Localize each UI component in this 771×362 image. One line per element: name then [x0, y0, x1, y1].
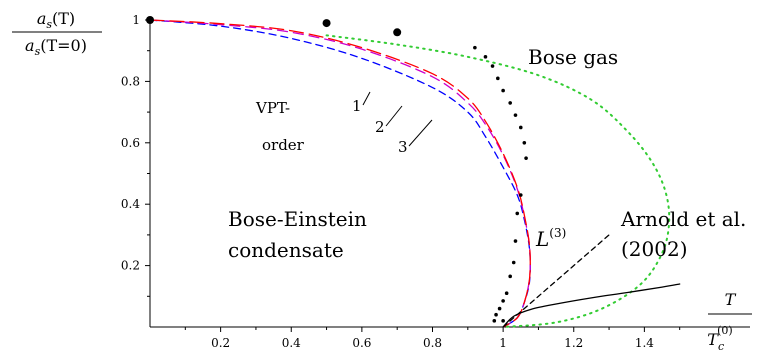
- data-point-small: [501, 299, 505, 303]
- data-point-small: [492, 319, 497, 323]
- annotation-L3-sup: (3): [549, 226, 566, 240]
- data-point-small: [473, 45, 477, 50]
- ylabel-top-arg: (T): [52, 9, 75, 28]
- annotation-L3: L(3): [535, 226, 566, 251]
- y-tick-label: 0.2: [121, 259, 140, 273]
- xlabel-top: T: [725, 290, 737, 309]
- data-point-small: [508, 274, 512, 279]
- xlabel-sub: c: [718, 340, 724, 353]
- x-tick-label: 0.2: [211, 336, 230, 350]
- data-point-small: [494, 312, 498, 317]
- ticks-layer: 0.2 0.4 0.6 0.8 1 1.2 1.4 0.2 0.4 0.6 0.8 1: [121, 13, 681, 350]
- annotation-bose-gas: Bose gas: [528, 45, 618, 69]
- series-line-5: [502, 234, 610, 328]
- data-point-small: [518, 193, 523, 197]
- xlabel-sup: (0): [717, 324, 733, 337]
- svg-text:Tc(0): Tc (0): [707, 324, 732, 353]
- data-point-small: [515, 211, 520, 216]
- data-point-large: [393, 28, 402, 37]
- y-tick-label: 0.4: [121, 197, 140, 211]
- x-tick-label: 0.8: [423, 336, 442, 350]
- ylabel-top-sub: s: [46, 18, 52, 31]
- series-line-3: [149, 19, 531, 328]
- series-layer: [149, 19, 681, 328]
- ylabel-bottom-arg: (T=0): [40, 36, 87, 55]
- series-line-2: [149, 19, 531, 328]
- annotation-bec-line1: Bose-Einstein: [228, 207, 367, 231]
- annotation-L3-symbol: L: [535, 227, 549, 251]
- data-point-large: [322, 19, 331, 28]
- data-point-small: [483, 55, 488, 59]
- series-line-1: [149, 19, 531, 328]
- ylabel-bottom-sub: s: [35, 45, 41, 58]
- data-point-small: [522, 141, 527, 145]
- data-point-small: [496, 76, 500, 81]
- x-tick-label: 0.6: [352, 336, 371, 350]
- xlabel-bottom: T: [707, 330, 719, 349]
- data-point-small: [497, 306, 502, 311]
- order-3-pointer: [408, 119, 433, 147]
- axes: [149, 18, 750, 328]
- data-point-small: [513, 113, 518, 117]
- ylabel-top-var: a: [37, 9, 47, 28]
- data-point-small: [490, 64, 495, 68]
- x-tick-label: 0.4: [282, 336, 301, 350]
- data-point-small: [504, 291, 509, 296]
- y-axis-label: as(T) as(T=0): [12, 9, 102, 58]
- data-point-small: [508, 101, 512, 105]
- x-tick-label: 1.2: [564, 336, 583, 350]
- data-point-small: [524, 156, 528, 160]
- annotation-order-3: 3: [398, 138, 408, 156]
- annotation-arnold-line1: Arnold et al.: [620, 207, 746, 231]
- data-point-small: [511, 260, 516, 265]
- y-tick-label: 1: [132, 13, 140, 27]
- data-point-small: [501, 88, 505, 93]
- annotation-vpt-line2: order: [262, 136, 305, 154]
- y-tick-label: 0.6: [121, 136, 140, 150]
- dots-layer: [146, 16, 528, 323]
- order-1-pointer: [362, 91, 371, 106]
- x-tick-label: 1: [499, 336, 507, 350]
- series-line-6: [502, 283, 681, 328]
- annotation-vpt-line1: VPT-: [255, 99, 290, 117]
- x-axis-label: T Tc (0): [707, 290, 752, 353]
- annotation-order-2: 2: [375, 118, 385, 136]
- y-tick-label: 0.8: [121, 74, 140, 88]
- data-point-small: [513, 239, 518, 243]
- data-point-small: [501, 319, 505, 323]
- annotation-order-1: 1: [352, 97, 362, 115]
- x-tick-label: 1.4: [635, 336, 654, 350]
- annotation-bec-line2: condensate: [228, 238, 344, 262]
- series-line-4: [325, 34, 671, 328]
- svg-text:as(T=0): as(T=0): [25, 36, 87, 58]
- annotation-arnold-line2: (2002): [621, 237, 688, 261]
- order-2-pointer: [385, 105, 403, 127]
- svg-text:as(T): as(T): [37, 9, 75, 31]
- data-point-small: [518, 125, 523, 130]
- ylabel-bottom-var: a: [25, 36, 35, 55]
